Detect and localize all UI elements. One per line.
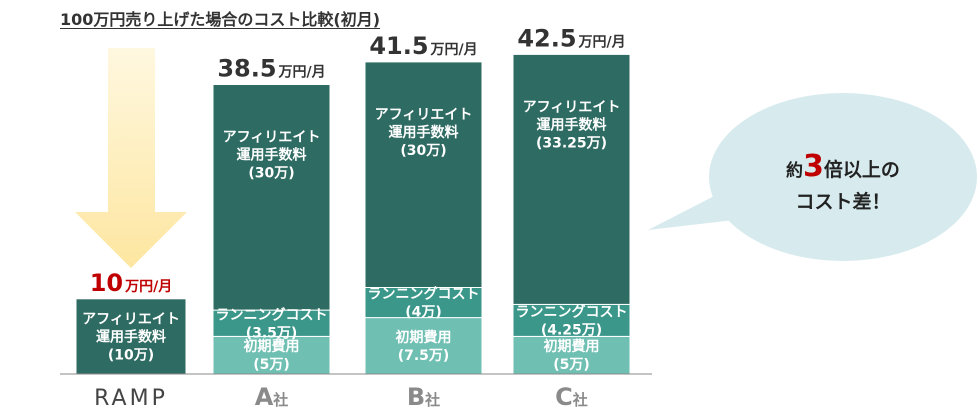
- category-suffix: 社: [272, 391, 288, 409]
- category-logo-ramp: RAMP: [94, 386, 168, 411]
- total-label: 10 万円/月: [90, 269, 173, 297]
- segment-label: 運用手数料: [537, 116, 607, 133]
- total-value: 10: [90, 269, 123, 297]
- segment-label: 初期費用: [396, 329, 452, 346]
- total-label: 38.5 万円/月: [217, 55, 325, 83]
- bar-segment: [512, 53, 631, 305]
- chart-title: 100万円売り上げた場合のコスト比較(初月): [60, 10, 381, 29]
- segment-label: (30万): [248, 166, 294, 182]
- bar-segment: [212, 309, 331, 337]
- category-label: C社: [555, 383, 588, 411]
- segment-label: (3.5万): [246, 325, 298, 341]
- segment-label: アフィリエイト: [82, 311, 180, 327]
- segment-label: (5万): [253, 357, 290, 373]
- segment-label: (5万): [553, 357, 590, 373]
- segment-label: 初期費用: [544, 338, 600, 355]
- callout-line-2: コスト差！: [795, 190, 890, 213]
- category-letter: C: [555, 383, 573, 411]
- callout-number: 3: [803, 149, 824, 184]
- total-value: 42.5: [517, 24, 576, 52]
- bar-segment: [212, 84, 331, 311]
- total-unit: 万円/月: [278, 65, 326, 81]
- segment-label: アフィリエイト: [223, 130, 321, 146]
- category-suffix: 社: [424, 391, 440, 409]
- segment-label: ランニングコスト: [516, 304, 628, 321]
- total-unit: 万円/月: [578, 34, 626, 50]
- segment-label: (30万): [400, 143, 446, 159]
- bar-segment: [512, 335, 631, 375]
- segment-label: ランニングコスト: [216, 306, 328, 323]
- segment-label: 初期費用: [244, 338, 300, 355]
- category-label: B社: [407, 383, 440, 411]
- total-value: 41.5: [369, 32, 428, 60]
- category-suffix: 社: [572, 391, 588, 409]
- category-letter: A: [255, 383, 274, 411]
- total-unit: 万円/月: [124, 279, 172, 295]
- segment-label: (7.5万): [398, 348, 450, 364]
- bar-segment: [512, 303, 631, 337]
- callout-prefix: 約: [786, 160, 803, 181]
- category-label: A社: [255, 383, 289, 411]
- segment-label: 運用手数料: [237, 147, 307, 164]
- category-letter: B: [407, 383, 425, 411]
- segment-label: ランニングコスト: [368, 286, 480, 303]
- segment-label: 運用手数料: [389, 124, 459, 141]
- segment-label: (33.25万): [536, 135, 607, 151]
- down-arrow-icon: [75, 48, 187, 268]
- callout-bubble-body: [709, 93, 977, 261]
- total-unit: 万円/月: [430, 42, 478, 58]
- total-value: 38.5: [217, 55, 276, 83]
- segment-label: (10万): [108, 347, 154, 363]
- callout-line-1: 約3倍以上の: [786, 149, 900, 184]
- segment-label: 運用手数料: [96, 328, 166, 345]
- segment-label: (4万): [405, 305, 442, 321]
- bar-segment: [364, 317, 483, 375]
- callout-bubble-tail: [648, 192, 734, 230]
- segment-label: アフィリエイト: [523, 99, 621, 115]
- callout-suffix: 倍以上の: [824, 158, 900, 181]
- total-label: 41.5 万円/月: [369, 32, 477, 60]
- segment-label: アフィリエイト: [375, 107, 473, 123]
- segment-label: (4.25万): [541, 323, 602, 339]
- bar-segment: [364, 61, 483, 289]
- total-label: 42.5 万円/月: [517, 24, 625, 52]
- bar-segment: [364, 287, 483, 319]
